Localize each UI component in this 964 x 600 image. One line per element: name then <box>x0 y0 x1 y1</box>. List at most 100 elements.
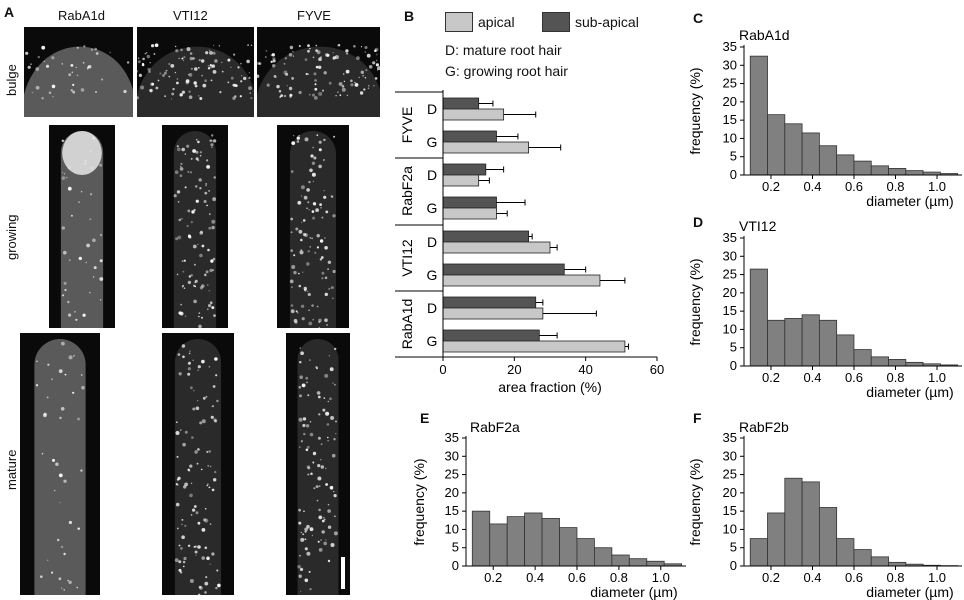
x-tick-label: 0.2 <box>484 570 502 585</box>
hist-bar-rabf2b <box>836 538 855 567</box>
micrograph-bulge-fyve <box>257 27 380 117</box>
bar-subapical-rabf2a-g <box>442 196 497 209</box>
x-tick-label: 0.2 <box>762 370 780 385</box>
y-tick-label: 5 <box>730 540 737 555</box>
hist-bar-rabf2b <box>818 507 838 567</box>
x-tick-label: 0.8 <box>610 570 628 585</box>
y-axis-label: frequency (%) <box>411 458 427 545</box>
panel-d-letter: D <box>693 214 704 230</box>
y-axis-label: frequency (%) <box>687 67 703 154</box>
y-tick-label: 0 <box>730 358 737 373</box>
y-tick-label: 5 <box>730 340 737 355</box>
y-tick-label: 35 <box>445 430 459 445</box>
x-tick-label: 1.0 <box>652 570 670 585</box>
hist-bar-rabf2a <box>506 516 526 567</box>
hist-bar-rabf2b <box>801 481 820 567</box>
micrograph-mature-raba1d <box>20 333 100 595</box>
row-label-g: G <box>427 333 438 349</box>
hist-bar-rabf2a <box>646 560 665 567</box>
micrograph-growing-vti12 <box>162 125 228 328</box>
x-tick-label: 0.4 <box>803 570 821 585</box>
hist-bar-rabf2b <box>784 477 803 567</box>
hist-bar-rabf2b <box>870 556 889 567</box>
hist-bar-raba1d <box>888 168 907 176</box>
bar-subapical-fyve-d <box>442 97 480 110</box>
column-label-fyve: FYVE <box>297 8 331 23</box>
bar-apical-raba1d-d <box>442 307 544 320</box>
y-tick-label: 15 <box>723 503 737 518</box>
micrograph-bulge-vti12 <box>137 27 254 117</box>
hist-bar-rabf2b <box>767 512 786 567</box>
hist-bar-rabf2b <box>749 538 768 567</box>
hist-title-rabf2a: RabF2a <box>470 419 520 435</box>
x-tick-label: 0.4 <box>803 179 821 194</box>
bar-subapical-raba1d-g <box>442 329 540 342</box>
panel-e-letter: E <box>420 410 430 426</box>
hist-bar-rabf2a <box>471 510 491 567</box>
x-tick-label: 0.8 <box>886 179 904 194</box>
y-tick-label: 10 <box>723 521 737 536</box>
bar-subapical-vti12-g <box>442 263 565 276</box>
y-tick-label: 0 <box>452 558 459 573</box>
bar-subapical-raba1d-d <box>442 296 537 309</box>
x-axis-label: area fraction (%) <box>498 379 601 395</box>
bar-apical-vti12-d <box>442 241 551 254</box>
note-mature: D: mature root hair <box>445 42 562 58</box>
note-growing: G: growing root hair <box>445 63 568 79</box>
hist-bar-vti12 <box>767 319 786 367</box>
hist-bar-raba1d <box>749 55 768 176</box>
x-tick-label: 1.0 <box>928 179 946 194</box>
row-label-d: D <box>427 167 437 183</box>
hist-bar-vti12 <box>784 318 803 367</box>
legend-swatch-subapical <box>542 12 570 32</box>
hist-bar-vti12 <box>853 349 872 367</box>
bar-apical-fyve-d <box>442 108 505 121</box>
row-label-g: G <box>427 200 438 216</box>
y-tick-label: 20 <box>723 94 737 109</box>
panel-c-letter: C <box>693 10 704 26</box>
scale-bar <box>341 557 345 589</box>
y-tick-label: 30 <box>445 448 459 463</box>
hist-bar-vti12 <box>870 356 889 367</box>
bar-subapical-vti12-d <box>442 230 529 243</box>
x-tick-label: 0.6 <box>845 370 863 385</box>
bar-apical-rabf2a-d <box>442 174 480 187</box>
hist-bar-rabf2a <box>541 518 560 567</box>
hist-bar-raba1d <box>905 170 924 176</box>
hist-bar-rabf2b <box>888 561 907 567</box>
y-tick-label: 15 <box>445 503 459 518</box>
group-label-rabf2a: RabF2a <box>399 166 415 216</box>
hist-title-vti12: VTI12 <box>739 218 777 234</box>
hist-bar-raba1d <box>870 165 889 176</box>
hist-bar-rabf2a <box>594 547 613 567</box>
hist-title-rabf2b: RabF2b <box>739 419 789 435</box>
hist-bar-vti12 <box>749 268 768 367</box>
column-label-vti12: VTI12 <box>173 8 208 23</box>
micrograph-mature-vti12 <box>162 333 234 595</box>
hist-bar-raba1d <box>767 114 786 176</box>
x-tick-label: 0.6 <box>568 570 586 585</box>
x-axis-label: diameter (µm) <box>866 384 953 400</box>
y-tick-label: 10 <box>723 321 737 336</box>
y-axis-label: frequency (%) <box>687 258 703 345</box>
hist-bar-raba1d <box>801 132 820 176</box>
hist-bar-raba1d <box>818 145 838 176</box>
hist-bar-raba1d <box>836 154 855 176</box>
y-tick-label: 10 <box>445 521 459 536</box>
hist-bar-raba1d <box>784 123 803 176</box>
x-tick-label: 0.6 <box>845 179 863 194</box>
y-tick-label: 25 <box>723 267 737 282</box>
y-tick-label: 30 <box>723 57 737 72</box>
y-tick-label: 0 <box>730 558 737 573</box>
hist-title-raba1d: RabA1d <box>739 27 790 43</box>
hist-bar-rabf2a <box>576 538 595 567</box>
x-tick-label: 0.4 <box>803 370 821 385</box>
y-axis-label: frequency (%) <box>687 458 703 545</box>
micrograph-mature-fyve <box>286 333 350 595</box>
hist-bar-vti12 <box>801 314 820 367</box>
hist-bar-raba1d <box>853 160 872 176</box>
y-tick-label: 35 <box>723 39 737 54</box>
hist-bar-rabf2a <box>524 512 543 567</box>
hist-bar-vti12 <box>905 361 924 367</box>
panel-b-letter: B <box>404 8 415 24</box>
